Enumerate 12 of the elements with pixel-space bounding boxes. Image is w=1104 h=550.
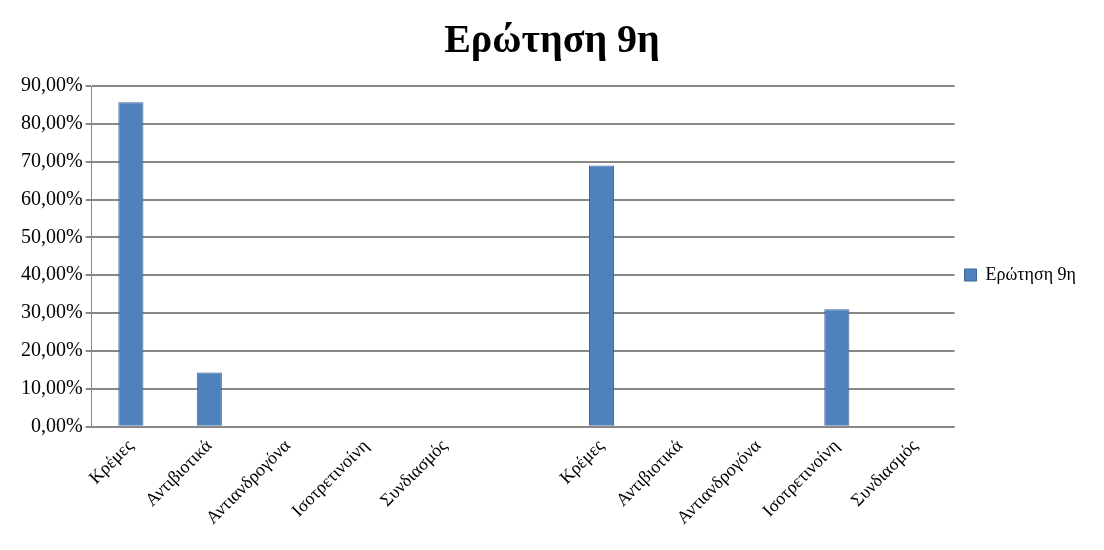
y-tick-label: 60,00% — [20, 186, 83, 209]
y-tick-label: 70,00% — [20, 148, 83, 171]
y-tick-label: 20,00% — [20, 338, 83, 361]
y-tick-label: 80,00% — [20, 111, 83, 134]
y-tick-label: 10,00% — [20, 376, 83, 399]
y-tick-label: 50,00% — [20, 224, 83, 247]
y-tick-label: 90,00% — [20, 73, 83, 96]
chart-title: Ερώτηση 9η — [444, 16, 660, 62]
y-tick-label: 40,00% — [20, 262, 83, 285]
y-tick-label: 0,00% — [30, 413, 83, 436]
legend-label: Ερώτηση 9η — [985, 263, 1077, 284]
y-tick-label: 30,00% — [20, 300, 83, 323]
